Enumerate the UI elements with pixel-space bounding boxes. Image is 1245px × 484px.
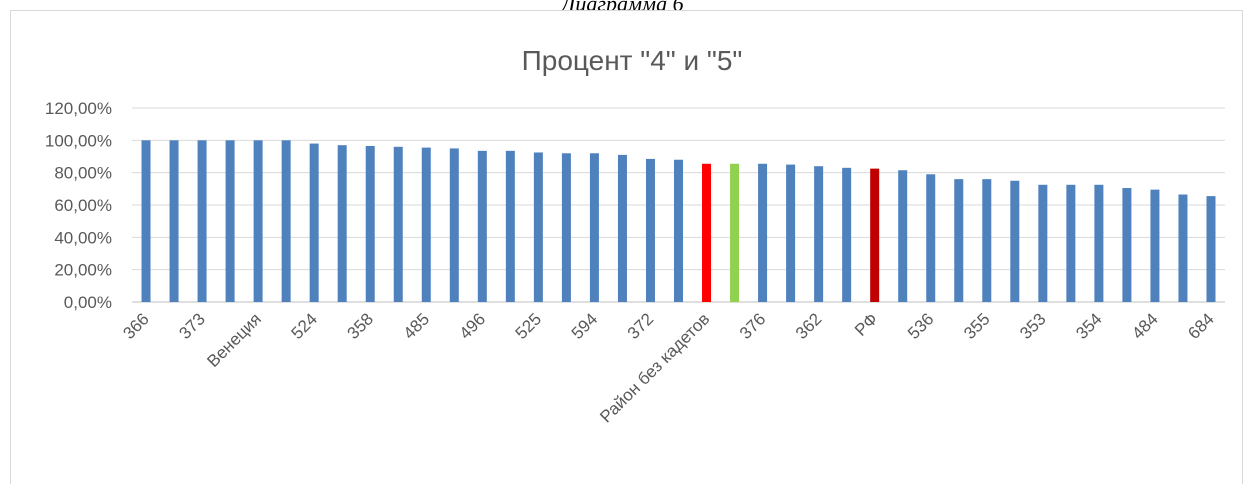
bar [1066,184,1076,302]
x-tick-label: 684 [1184,309,1217,342]
bar [365,145,375,302]
bars [141,140,1216,302]
x-tick-label: 536 [904,309,937,342]
bar [1010,180,1020,302]
bar [898,170,908,302]
bar [645,158,655,302]
bar [505,150,515,302]
bar [533,152,543,302]
x-tick-label: 376 [736,309,769,342]
bar [814,166,824,302]
x-tick-label: 485 [400,309,433,342]
bar [730,163,740,302]
x-tick-label: РФ [851,309,881,339]
x-tick-label: 354 [1072,309,1105,342]
y-tick-label: 0,00% [64,293,112,312]
bar [842,167,852,302]
bar [225,140,235,302]
x-tick-label: Район без кадетов [596,309,713,426]
x-tick-label: 484 [1128,309,1161,342]
y-tick-label: 20,00% [54,261,112,280]
bar [197,140,207,302]
bar [786,164,796,302]
y-tick-label: 100,00% [45,131,112,150]
x-tick-label: 372 [624,309,657,342]
x-tick-label: 524 [287,309,320,342]
y-tick-label: 40,00% [54,228,112,247]
x-tick-label: 525 [512,309,545,342]
bar [309,143,319,302]
bar [982,179,992,302]
bar [337,145,347,302]
x-tick-label: 366 [119,309,152,342]
bar [1150,189,1160,302]
bar [1094,184,1104,302]
bar [393,146,403,302]
x-tick-label: 362 [792,309,825,342]
bar [561,153,571,302]
x-tick-label: Венеция [203,309,265,371]
bar [1038,184,1048,302]
x-tick-label: 358 [344,309,377,342]
chart-title: Процент "4" и "5" [522,45,743,76]
x-tick-label: 496 [456,309,489,342]
x-tick-label: 594 [568,309,601,342]
y-tick-label: 120,00% [45,99,112,118]
bar [141,140,151,302]
bar [702,163,712,302]
y-tick-label: 60,00% [54,196,112,215]
bar [954,179,964,302]
bar [449,148,459,302]
bar [169,140,179,302]
bar [870,168,880,302]
bar [281,140,291,302]
bar [253,140,263,302]
bar [926,174,936,302]
bar [1206,196,1216,302]
bar [758,163,768,302]
bar [589,153,599,302]
bar [1122,188,1132,302]
bar [1178,194,1188,302]
bar [477,150,487,302]
x-tick-label: 373 [175,309,208,342]
y-tick-label: 80,00% [54,164,112,183]
x-tick-label: 353 [1016,309,1049,342]
bar [421,147,431,302]
bar [674,159,683,302]
x-tick-label: 355 [960,309,993,342]
bar [617,154,627,302]
y-axis-ticks: 0,00% 20,00% 40,00% 60,00% 80,00% 100,00% 120,… [45,99,112,312]
